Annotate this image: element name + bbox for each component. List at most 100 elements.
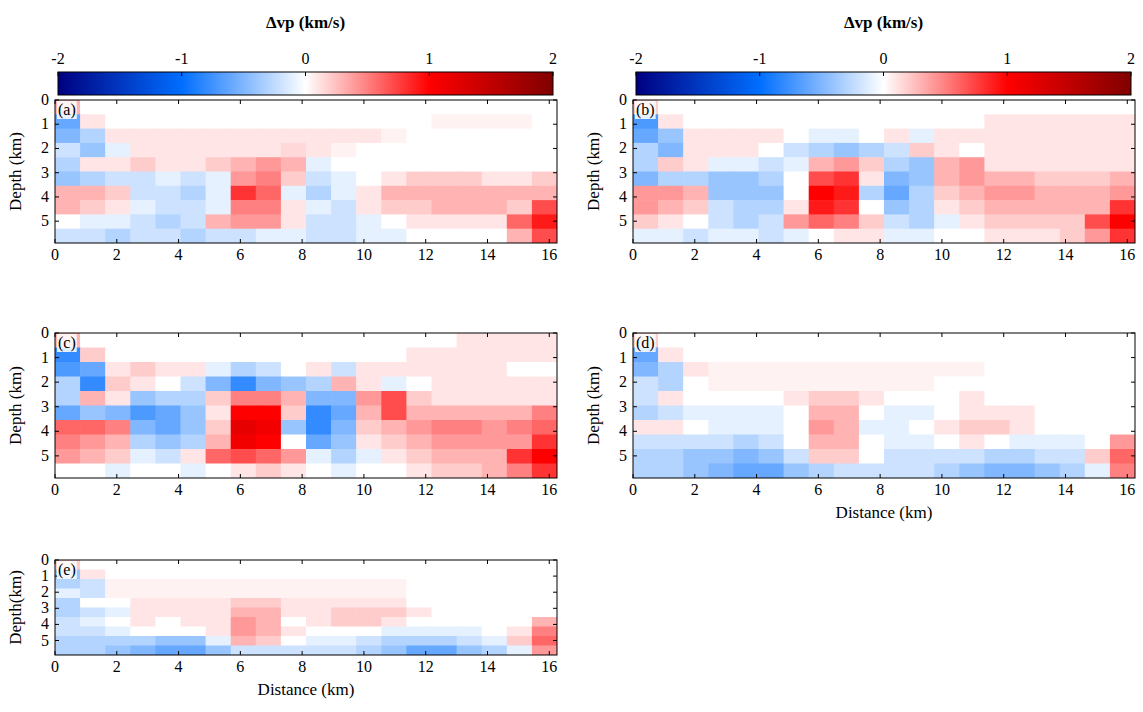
cell	[708, 229, 734, 243]
cell	[105, 627, 131, 637]
cell	[683, 172, 709, 187]
cell	[1110, 333, 1135, 348]
cell	[181, 348, 207, 363]
cell	[432, 420, 458, 435]
cell	[482, 362, 508, 377]
x-tick	[240, 560, 241, 564]
cell	[331, 100, 357, 115]
cell	[909, 114, 935, 129]
cell	[105, 589, 131, 599]
cell	[80, 636, 106, 646]
cell	[733, 229, 759, 243]
frame	[633, 100, 1135, 243]
cell	[1035, 100, 1061, 115]
cell	[306, 579, 332, 589]
cell	[381, 143, 407, 158]
cell	[934, 172, 960, 187]
cell	[1035, 214, 1061, 229]
cell	[432, 333, 458, 348]
x-tick	[425, 474, 426, 478]
cells	[633, 100, 1135, 243]
cell	[306, 391, 332, 406]
cell	[1035, 200, 1061, 215]
cell	[206, 598, 232, 608]
cell	[683, 200, 709, 215]
cell	[206, 229, 232, 243]
cell	[256, 435, 282, 450]
panel-label-bg	[57, 334, 77, 352]
y-tick	[633, 455, 637, 456]
cell	[658, 391, 684, 406]
cell	[1085, 435, 1111, 450]
cell	[1035, 129, 1061, 144]
cell	[281, 579, 307, 589]
cell	[633, 449, 659, 464]
cell	[432, 627, 458, 637]
cell	[306, 229, 332, 243]
cell	[331, 391, 357, 406]
cell	[206, 186, 232, 201]
y-axis-title: Depth (km)	[6, 132, 25, 211]
cell	[859, 200, 885, 215]
cell	[432, 636, 458, 646]
cell	[406, 214, 432, 229]
cell	[507, 579, 533, 589]
cell	[55, 579, 81, 589]
cell	[206, 200, 232, 215]
cell	[206, 636, 232, 646]
cell	[331, 598, 357, 608]
cell	[884, 362, 910, 377]
y-axis-title: Depth (km)	[6, 366, 25, 445]
cell	[55, 598, 81, 608]
cell	[281, 157, 307, 172]
cell	[633, 157, 659, 172]
cell	[759, 406, 785, 421]
cell	[356, 570, 382, 580]
cell	[256, 186, 282, 201]
y-tick-label: 3	[41, 398, 49, 415]
x-tick	[116, 651, 117, 655]
cell	[432, 617, 458, 627]
cell	[859, 406, 885, 421]
frame	[633, 333, 1135, 478]
cell	[155, 377, 181, 392]
cell	[1110, 157, 1135, 172]
cell	[834, 435, 860, 450]
cell	[231, 129, 257, 144]
cell	[281, 333, 307, 348]
cell	[733, 348, 759, 363]
cell	[206, 143, 232, 158]
figure: 0246810121416012345Depth (km)(a)-2-1012Δ…	[0, 0, 1143, 712]
cell	[105, 560, 131, 570]
cell	[532, 627, 557, 637]
y-tick-label: 0	[619, 91, 627, 108]
cell	[55, 362, 81, 377]
x-tick	[818, 100, 819, 104]
x-tick-label: 10	[356, 658, 372, 675]
cell	[708, 377, 734, 392]
cell	[281, 464, 307, 479]
cell	[909, 229, 935, 243]
cell	[80, 579, 106, 589]
cell	[658, 362, 684, 377]
cell	[759, 420, 785, 435]
cell	[1035, 435, 1061, 450]
cell	[959, 214, 985, 229]
x-tick	[880, 100, 881, 104]
cell	[206, 333, 232, 348]
cell	[231, 570, 257, 580]
x-tick	[425, 333, 426, 337]
y-tick	[55, 221, 59, 222]
cell	[181, 646, 207, 656]
cell	[130, 129, 156, 144]
cell	[809, 229, 835, 243]
cell	[959, 129, 985, 144]
cell	[155, 420, 181, 435]
cell	[1110, 406, 1135, 421]
cell	[884, 377, 910, 392]
panel-label: (b)	[636, 101, 655, 119]
cell	[306, 435, 332, 450]
y-tick-label: 2	[619, 373, 627, 390]
cell	[181, 406, 207, 421]
cell	[155, 646, 181, 656]
